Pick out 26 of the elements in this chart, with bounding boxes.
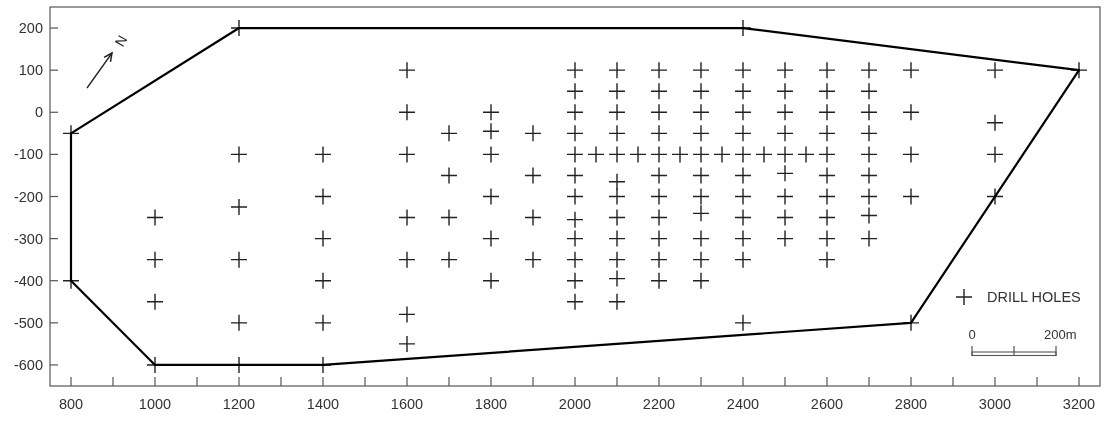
x-tick-label: 1000	[138, 396, 172, 412]
x-tick-label: 1800	[474, 396, 508, 412]
x-tick-label: 2400	[726, 396, 760, 412]
x-tick-label: 2000	[558, 396, 592, 412]
y-tick-label: -200	[13, 188, 43, 205]
y-tick-label: 100	[18, 62, 43, 79]
y-tick-label: -500	[13, 314, 43, 331]
x-tick-label: 2800	[894, 396, 928, 412]
x-tick-label: 2600	[810, 396, 844, 412]
x-tick-label: 3000	[978, 396, 1012, 412]
annotation: N	[111, 32, 131, 50]
y-tick-label: -600	[13, 357, 43, 374]
y-tick-label: 0	[34, 104, 43, 121]
y-tick-label: -300	[13, 230, 43, 247]
x-tick-label: 1400	[306, 396, 340, 412]
annotation: 200m	[1044, 327, 1077, 342]
x-tick-label: 2200	[642, 396, 676, 412]
y-tick-label: -100	[13, 146, 43, 163]
x-tick-label: 1200	[222, 396, 256, 412]
x-tick-label: 3200	[1062, 396, 1096, 412]
x-tick-label: 800	[58, 396, 84, 412]
y-tick-label: -400	[13, 272, 43, 289]
legend-label: DRILL HOLES	[987, 289, 1081, 306]
x-tick-label: 1600	[390, 396, 424, 412]
annotation: 0	[968, 327, 976, 342]
y-tick-label: 200	[18, 20, 43, 37]
